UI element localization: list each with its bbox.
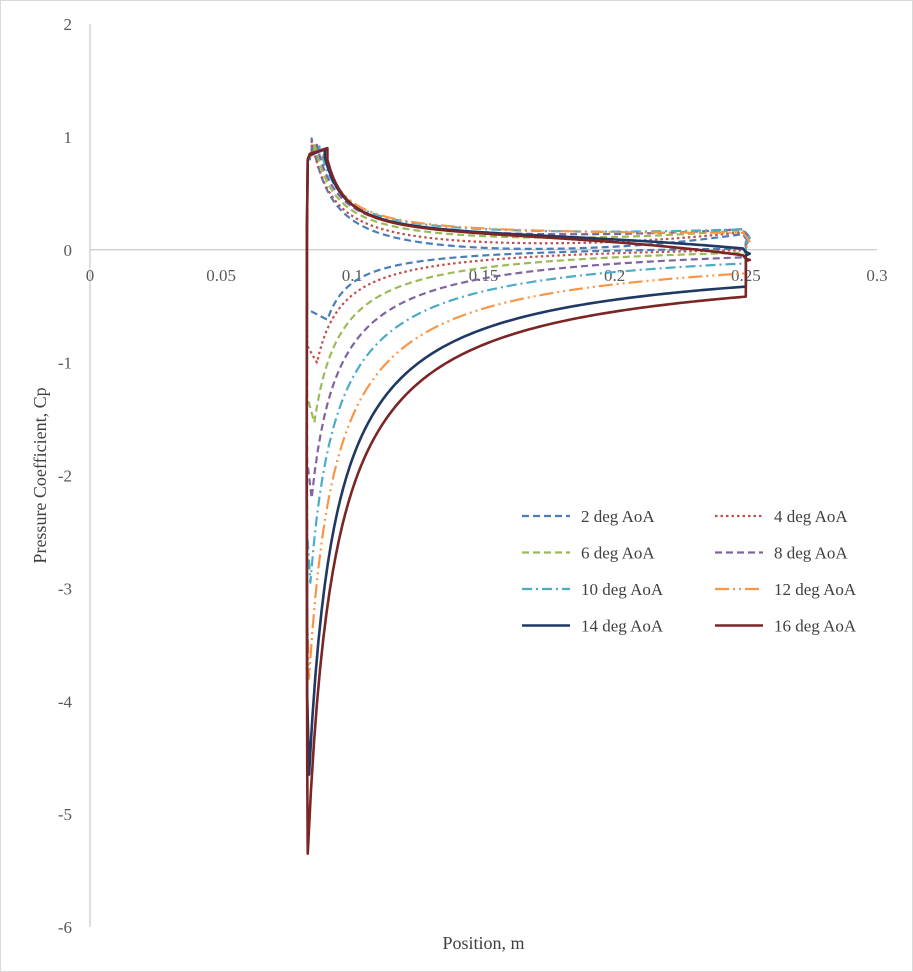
series-line-16-deg-aoa — [305, 146, 752, 855]
legend-label-14-deg-aoa: 14 deg AoA — [581, 617, 664, 636]
axes-layer — [89, 24, 877, 927]
x-axis-title: Position, m — [442, 933, 524, 953]
y-tick-label: -5 — [58, 805, 72, 824]
x-tick-labels: 0 0.05 0.1 0.15 0.2 0.25 0.3 — [86, 266, 888, 285]
y-tick-label: -4 — [58, 692, 73, 711]
series-line-14-deg-aoa — [305, 147, 752, 776]
x-tick-label: 0.3 — [866, 266, 887, 285]
legend-label-12-deg-aoa: 12 deg AoA — [774, 580, 857, 599]
y-tick-label: 1 — [64, 128, 73, 147]
legend-label-10-deg-aoa: 10 deg AoA — [581, 580, 664, 599]
legend-label-6-deg-aoa: 6 deg AoA — [581, 544, 655, 563]
y-tick-label: -6 — [58, 918, 72, 937]
y-tick-labels: 2 1 0 -1 -2 -3 -4 -5 -6 — [58, 15, 73, 937]
y-axis-title: Pressure Coefficient, Cp — [30, 387, 50, 563]
y-tick-label: -2 — [58, 467, 72, 486]
series-line-4-deg-aoa — [305, 139, 751, 364]
series-layer — [305, 137, 752, 855]
y-tick-label: -3 — [58, 579, 72, 598]
legend-label-4-deg-aoa: 4 deg AoA — [774, 507, 848, 526]
series-line-10-deg-aoa — [305, 145, 751, 584]
y-tick-label: -1 — [58, 354, 72, 373]
series-line-8-deg-aoa — [305, 143, 751, 500]
y-tick-label: 2 — [64, 15, 73, 34]
legend: 2 deg AoA 4 deg AoA 6 deg AoA 8 deg AoA 10 d… — [522, 507, 857, 636]
x-tick-label: 0.1 — [342, 266, 363, 285]
legend-label-8-deg-aoa: 8 deg AoA — [774, 544, 848, 563]
x-tick-label: 0.2 — [604, 266, 625, 285]
legend-label-16-deg-aoa: 16 deg AoA — [774, 617, 857, 636]
x-tick-label: 0.05 — [206, 266, 236, 285]
legend-label-2-deg-aoa: 2 deg AoA — [581, 507, 655, 526]
x-tick-label: 0 — [86, 266, 95, 285]
y-tick-label: 0 — [64, 241, 73, 260]
series-line-12-deg-aoa — [305, 148, 751, 680]
